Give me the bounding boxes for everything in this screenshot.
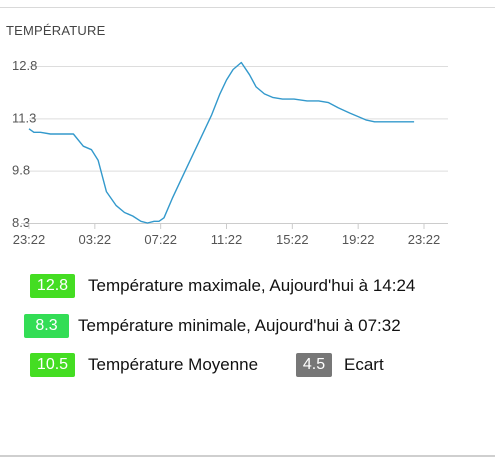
y-tick-label: 12.8 (12, 58, 37, 73)
stat-min-badge: 8.3 (24, 314, 69, 338)
stat-ecart-label: Ecart (344, 355, 384, 374)
x-tick-label: 23:22 (13, 232, 46, 247)
y-tick-label: 9.8 (12, 163, 30, 178)
x-tick-label: 15:22 (276, 232, 309, 247)
stat-avg-label: Température Moyenne (88, 355, 259, 374)
chart-title: TEMPÉRATURE (6, 23, 106, 38)
stat-ecart-badge: 4.5 (296, 353, 332, 377)
x-tick-label: 23:22 (408, 232, 441, 247)
x-tick-label: 11:22 (211, 232, 243, 247)
bottom-divider (0, 455, 495, 457)
x-tick-label: 03:22 (79, 232, 112, 247)
stat-max-badge: 12.8 (30, 274, 75, 298)
stat-min-label: Température minimale, Aujourd'hui à 07:3… (78, 316, 401, 335)
temperature-line-chart: 8.3 9.8 11.3 12.8 23:22 03:22 07:22 11:22 15:22 1… (12, 58, 448, 247)
y-tick-label: 8.3 (12, 215, 30, 230)
stat-max-label: Température maximale, Aujourd'hui à 14:2… (88, 276, 416, 295)
temperature-series-line (28, 61, 415, 224)
stat-avg-badge: 10.5 (30, 353, 75, 377)
top-divider (0, 7, 495, 8)
y-tick-label: 11.3 (12, 110, 36, 125)
x-tick-label: 19:22 (342, 232, 375, 247)
x-tick-label: 07:22 (144, 232, 177, 247)
